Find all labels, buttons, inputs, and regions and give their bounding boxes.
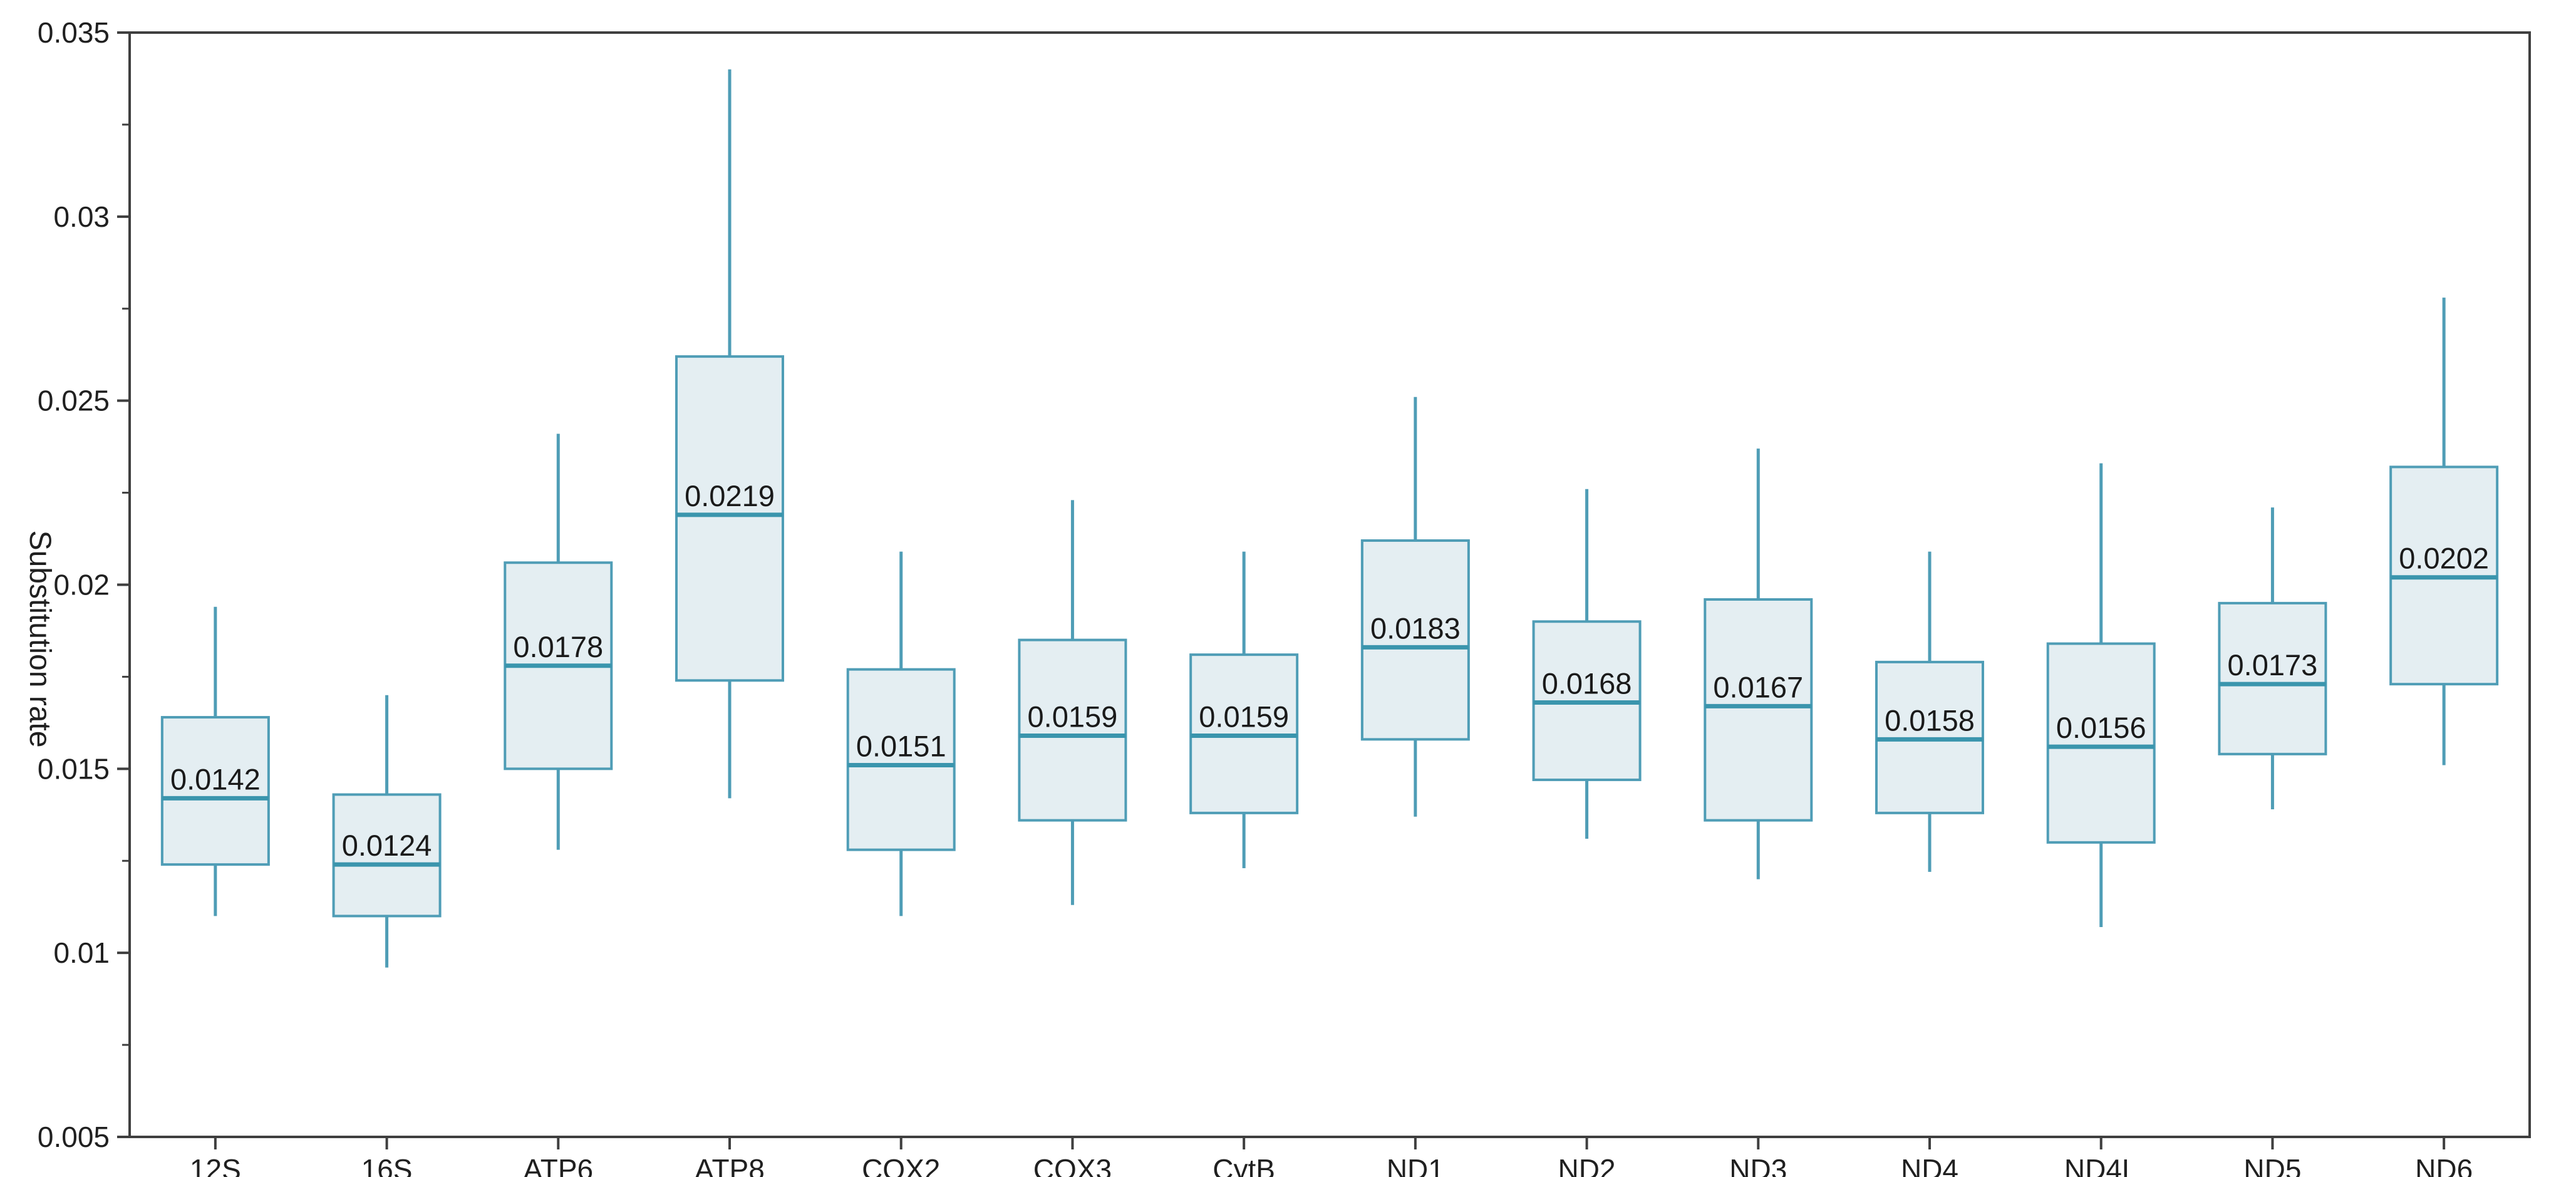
boxplot-ND4L: 0.0156 [2046, 463, 2156, 928]
median-value-label: 0.0158 [1885, 703, 1975, 737]
x-tick-label: ATP6 [523, 1153, 593, 1177]
boxplot-12S: 0.0142 [160, 606, 270, 916]
box-iqr [332, 793, 442, 918]
box-iqr [846, 668, 956, 851]
y-axis-title: Substitution rate [23, 531, 56, 748]
x-tick-label: CytB [1213, 1153, 1275, 1177]
x-tick-label: ND6 [2415, 1153, 2473, 1177]
median-value-label: 0.0142 [170, 762, 261, 796]
x-tick-label: ND3 [1729, 1153, 1787, 1177]
y-tick-label: 0.03 [53, 200, 110, 233]
median-value-label: 0.0167 [1713, 670, 1803, 703]
y-tick-label: 0.005 [38, 1121, 110, 1153]
boxplot-16S: 0.0124 [332, 695, 442, 968]
x-tick-label: ATP8 [695, 1153, 765, 1177]
box-iqr [1018, 638, 1127, 822]
y-tick-label: 0.01 [53, 936, 110, 969]
y-tick-label: 0.025 [38, 385, 110, 417]
box-iqr [675, 355, 784, 682]
box-iqr [160, 716, 270, 866]
x-tick-label: ND2 [1558, 1153, 1616, 1177]
x-tick-label: 12S [190, 1153, 241, 1177]
y-tick-label: 0.02 [53, 569, 110, 601]
boxplot-ND6: 0.0202 [2389, 298, 2499, 765]
box-iqr [2218, 601, 2327, 755]
boxplot-ND5: 0.0173 [2218, 507, 2327, 809]
median-value-label: 0.0124 [342, 829, 432, 862]
median-value-label: 0.0178 [513, 630, 603, 663]
x-tick-label: 16S [361, 1153, 413, 1177]
boxplot-ATP6: 0.0178 [504, 433, 613, 850]
x-tick-label: ND1 [1387, 1153, 1444, 1177]
y-tick-label: 0.015 [38, 752, 110, 785]
x-tick-label: ND4L [2064, 1153, 2138, 1177]
median-value-label: 0.0151 [856, 729, 946, 762]
boxplot-ND3: 0.0167 [1704, 449, 1813, 879]
boxplot-COX3: 0.0159 [1018, 500, 1127, 905]
x-tick-label: ND5 [2243, 1153, 2301, 1177]
x-tick-label: COX2 [862, 1153, 940, 1177]
median-value-label: 0.0156 [2056, 711, 2146, 744]
box-iqr [2046, 642, 2156, 844]
boxplot-ATP8: 0.0219 [675, 69, 784, 799]
boxplot-CytB: 0.0159 [1189, 551, 1299, 869]
median-value-label: 0.0202 [2399, 542, 2489, 575]
median-value-label: 0.0219 [685, 479, 775, 512]
box-iqr [1360, 539, 1470, 741]
boxplot-ND4: 0.0158 [1875, 551, 1984, 872]
box-iqr [1704, 598, 1813, 822]
x-tick-label: COX3 [1033, 1153, 1112, 1177]
boxplot-COX2: 0.0151 [846, 551, 956, 916]
median-value-label: 0.0183 [1370, 611, 1461, 645]
boxplot-ND1: 0.0183 [1360, 397, 1470, 817]
axis-tick-layer: 0.035 0.03 0.025 0.02 0.015 0.01 0.005 12S 16S AT… [38, 16, 2473, 1177]
x-tick-label: ND4 [1901, 1153, 1958, 1177]
median-value-label: 0.0159 [1028, 700, 1118, 733]
median-value-label: 0.0159 [1199, 700, 1289, 733]
median-value-label: 0.0168 [1542, 667, 1632, 700]
boxplot-ND2: 0.0168 [1532, 489, 1642, 839]
box-series-layer: 0.0142 0.0124 0.0178 0.0219 0.0151 0.0159 0.01… [160, 69, 2499, 968]
median-value-label: 0.0173 [2228, 648, 2318, 682]
y-tick-label: 0.035 [38, 16, 110, 49]
